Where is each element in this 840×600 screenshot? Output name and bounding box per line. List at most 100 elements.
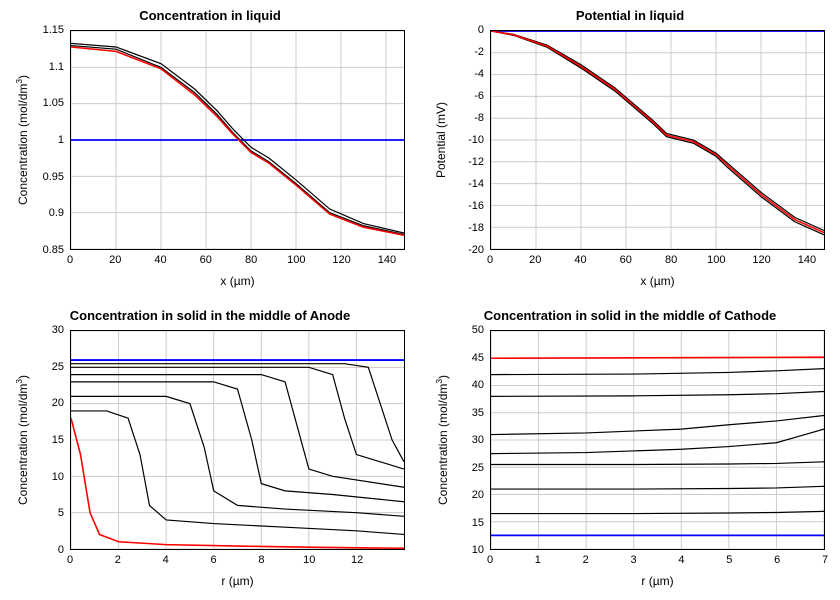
y-tick-label: 0: [478, 24, 484, 36]
y-tick-label: 25: [472, 462, 484, 474]
x-axis-label: x (µm): [490, 274, 825, 288]
y-tick-label: -2: [474, 46, 484, 58]
panel-bottom-right: Concentration in solid in the middle of …: [420, 300, 840, 600]
x-tick-label: 40: [574, 254, 586, 266]
x-tick-label: 10: [303, 554, 315, 566]
y-tick-label: -16: [468, 200, 484, 212]
series-black: [71, 367, 404, 469]
y-axis-label: Concentration (mol/dm3): [14, 75, 30, 205]
y-axis-label: Concentration (mol/dm3): [434, 375, 450, 505]
x-tick-label: 4: [678, 554, 684, 566]
y-tick-label: 15: [52, 434, 64, 446]
panel-top-right: Potential in liquid Potential (mV) x (µm) 0…: [420, 0, 840, 300]
series-black: [71, 382, 404, 502]
y-tick-label: 1: [58, 134, 64, 146]
y-tick-label: -8: [474, 112, 484, 124]
y-tick-label: -4: [474, 68, 484, 80]
plot-area: [490, 330, 825, 550]
series-black: [491, 462, 824, 465]
y-tick-label: -14: [468, 178, 484, 190]
y-tick-label: -10: [468, 134, 484, 146]
y-tick-label: 0.95: [43, 171, 64, 183]
x-tick-label: 0: [67, 254, 73, 266]
chart-title: Concentration in solid in the middle of …: [420, 308, 840, 323]
x-tick-label: 60: [620, 254, 632, 266]
y-tick-label: 10: [52, 471, 64, 483]
plot-area: [490, 30, 825, 250]
x-tick-label: 80: [665, 254, 677, 266]
x-tick-label: 0: [487, 554, 493, 566]
y-tick-label: 45: [472, 352, 484, 364]
y-tick-label: 20: [472, 489, 484, 501]
plot-area: [70, 30, 405, 250]
x-tick-label: 7: [822, 554, 828, 566]
x-tick-label: 80: [245, 254, 257, 266]
y-tick-label: -18: [468, 222, 484, 234]
y-tick-label: 0.85: [43, 244, 64, 256]
y-tick-label: 35: [472, 407, 484, 419]
x-tick-label: 20: [529, 254, 541, 266]
x-tick-label: 60: [200, 254, 212, 266]
chart-title: Concentration in liquid: [0, 8, 420, 23]
y-tick-label: 1.15: [43, 24, 64, 36]
x-tick-label: 0: [487, 254, 493, 266]
chart-title: Concentration in solid in the middle of …: [0, 308, 420, 323]
series-black: [71, 396, 404, 516]
y-tick-label: 25: [52, 361, 64, 373]
y-tick-label: -12: [468, 156, 484, 168]
x-axis-label: r (µm): [490, 574, 825, 588]
x-tick-label: 120: [752, 254, 770, 266]
x-tick-label: 6: [774, 554, 780, 566]
y-tick-label: 5: [58, 507, 64, 519]
y-tick-label: 30: [52, 324, 64, 336]
x-tick-label: 140: [378, 254, 396, 266]
x-tick-label: 8: [258, 554, 264, 566]
x-axis-label: r (µm): [70, 574, 405, 588]
y-tick-label: 1.05: [43, 97, 64, 109]
series-red: [71, 47, 404, 235]
series-black: [491, 486, 824, 489]
x-axis-label: x (µm): [70, 274, 405, 288]
chart-title: Potential in liquid: [420, 8, 840, 23]
y-tick-label: 0.9: [49, 207, 64, 219]
x-tick-label: 3: [631, 554, 637, 566]
x-tick-label: 2: [115, 554, 121, 566]
y-tick-label: 0: [58, 544, 64, 556]
x-tick-label: 2: [583, 554, 589, 566]
panel-top-left: Concentration in liquid Concentration (mo…: [0, 0, 420, 300]
x-tick-label: 4: [163, 554, 169, 566]
x-tick-label: 6: [211, 554, 217, 566]
series-red: [71, 418, 404, 548]
x-tick-label: 140: [798, 254, 816, 266]
y-tick-label: 1.1: [49, 61, 64, 73]
series-black: [71, 411, 404, 535]
x-tick-label: 100: [707, 254, 725, 266]
y-tick-label: -20: [468, 244, 484, 256]
y-tick-label: -6: [474, 90, 484, 102]
series-black: [491, 429, 824, 454]
plot-area: [70, 330, 405, 550]
x-tick-label: 40: [154, 254, 166, 266]
x-tick-label: 120: [332, 254, 350, 266]
x-tick-label: 12: [351, 554, 363, 566]
y-tick-label: 40: [472, 379, 484, 391]
x-tick-label: 1: [535, 554, 541, 566]
x-tick-label: 100: [287, 254, 305, 266]
y-tick-label: 10: [472, 544, 484, 556]
x-tick-label: 5: [726, 554, 732, 566]
series-black: [491, 369, 824, 375]
y-axis-label: Potential (mV): [434, 102, 448, 178]
figure-grid: Concentration in liquid Concentration (mo…: [0, 0, 840, 600]
panel-bottom-left: Concentration in solid in the middle of …: [0, 300, 420, 600]
y-tick-label: 15: [472, 517, 484, 529]
x-tick-label: 0: [67, 554, 73, 566]
y-axis-label: Concentration (mol/dm3): [14, 375, 30, 505]
y-tick-label: 20: [52, 397, 64, 409]
x-tick-label: 20: [109, 254, 121, 266]
series-black: [71, 375, 404, 488]
y-tick-label: 50: [472, 324, 484, 336]
series-black: [491, 31, 824, 230]
series-black: [491, 391, 824, 396]
y-tick-label: 30: [472, 434, 484, 446]
series-red: [491, 357, 824, 358]
